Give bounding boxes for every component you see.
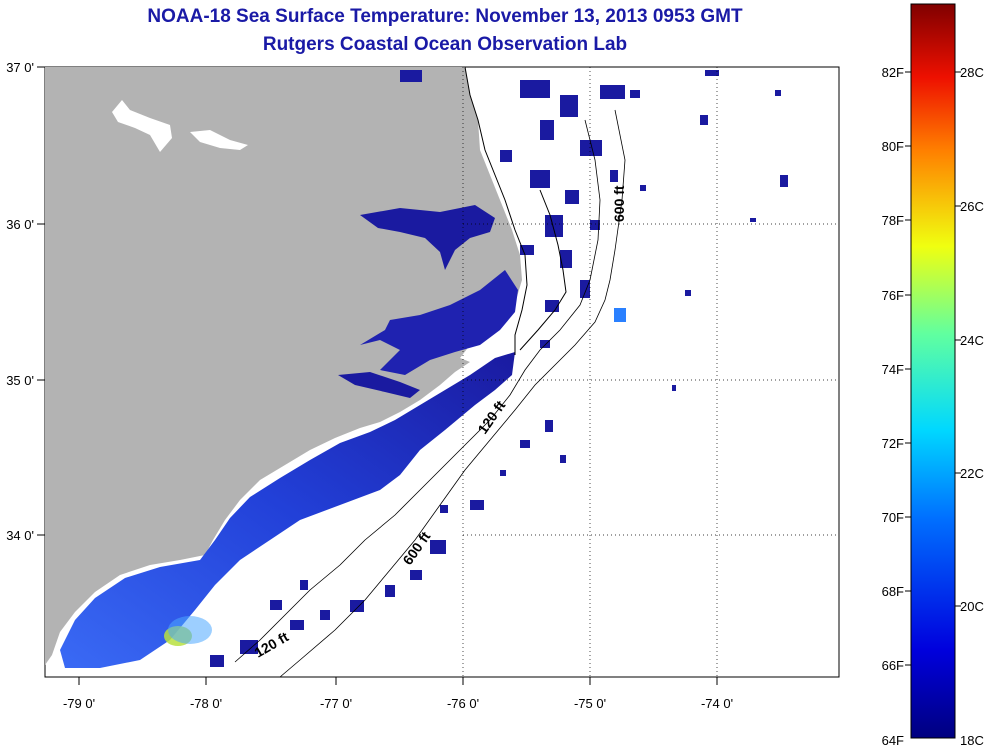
colorbar-f-labels: 82F 80F 78F 76F 74F 72F 70F 68F 66F 64F	[882, 65, 904, 748]
colorbar-c-labels: 28C 26C 24C 22C 20C 18C	[960, 65, 984, 748]
colorbar-scale	[910, 3, 956, 739]
outer-banks	[519, 189, 567, 351]
contour-label: 600 ft	[611, 185, 627, 222]
albemarle-sound	[360, 205, 495, 270]
colorbar-label-f: 70F	[882, 510, 904, 525]
map-title: NOAA-18 Sea Surface Temperature: Novembe…	[147, 6, 743, 27]
contour-120ft	[234, 119, 601, 663]
pamlico-sound	[360, 270, 518, 375]
colorbar-label-c: 20C	[960, 599, 984, 614]
inland-lake	[112, 100, 172, 152]
map-panel: 600 ft 120 ft 600 ft 120 ft -79 0' -78 0…	[6, 60, 840, 711]
gridlines	[462, 67, 839, 677]
colorbar-label-f: 72F	[882, 436, 904, 451]
colorbar-label-f: 78F	[882, 213, 904, 228]
colorbar-label-f: 74F	[882, 362, 904, 377]
contour-600ft	[279, 109, 626, 678]
lat-label: 37 0'	[6, 60, 34, 75]
colorbar-label-c: 22C	[960, 466, 984, 481]
lat-labels: 37 0' 36 0' 35 0' 34 0'	[6, 60, 34, 543]
sst-scatter-north	[400, 70, 788, 391]
axis-ticks	[37, 66, 718, 685]
colorbar-ticks	[905, 71, 961, 666]
lon-labels: -79 0' -78 0' -77 0' -76 0' -75 0' -74 0…	[63, 696, 733, 711]
colorbar-label-f: 80F	[882, 139, 904, 154]
neuse-river	[338, 372, 420, 398]
colorbar-label-f: 76F	[882, 288, 904, 303]
inland-lake	[190, 130, 248, 150]
lat-label: 35 0'	[6, 373, 34, 388]
colorbar-label-c: 26C	[960, 199, 984, 214]
colorbar-label-f: 82F	[882, 65, 904, 80]
sst-scatter-south	[210, 420, 566, 667]
lon-label: -79 0'	[63, 696, 95, 711]
sst-coastal-band	[60, 352, 515, 668]
colorbar: 82F 80F 78F 76F 74F 72F 70F 68F 66F 64F …	[882, 3, 984, 748]
warm-patch-offshore	[614, 308, 626, 322]
lat-label: 36 0'	[6, 217, 34, 232]
coastline	[464, 66, 528, 355]
lon-label: -76 0'	[447, 696, 479, 711]
colorbar-label-c: 24C	[960, 333, 984, 348]
lon-label: -77 0'	[320, 696, 352, 711]
lon-label: -74 0'	[701, 696, 733, 711]
map-subtitle: Rutgers Coastal Ocean Observation Lab	[262, 34, 628, 55]
colorbar-label-f: 64F	[882, 733, 904, 748]
lon-label: -75 0'	[574, 696, 606, 711]
colorbar-label-c: 18C	[960, 733, 984, 748]
colorbar-label-f: 66F	[882, 658, 904, 673]
colorbar-label-f: 68F	[882, 584, 904, 599]
warm-halo	[168, 616, 212, 644]
colorbar-label-c: 28C	[960, 65, 984, 80]
lon-label: -78 0'	[190, 696, 222, 711]
lat-label: 34 0'	[6, 528, 34, 543]
